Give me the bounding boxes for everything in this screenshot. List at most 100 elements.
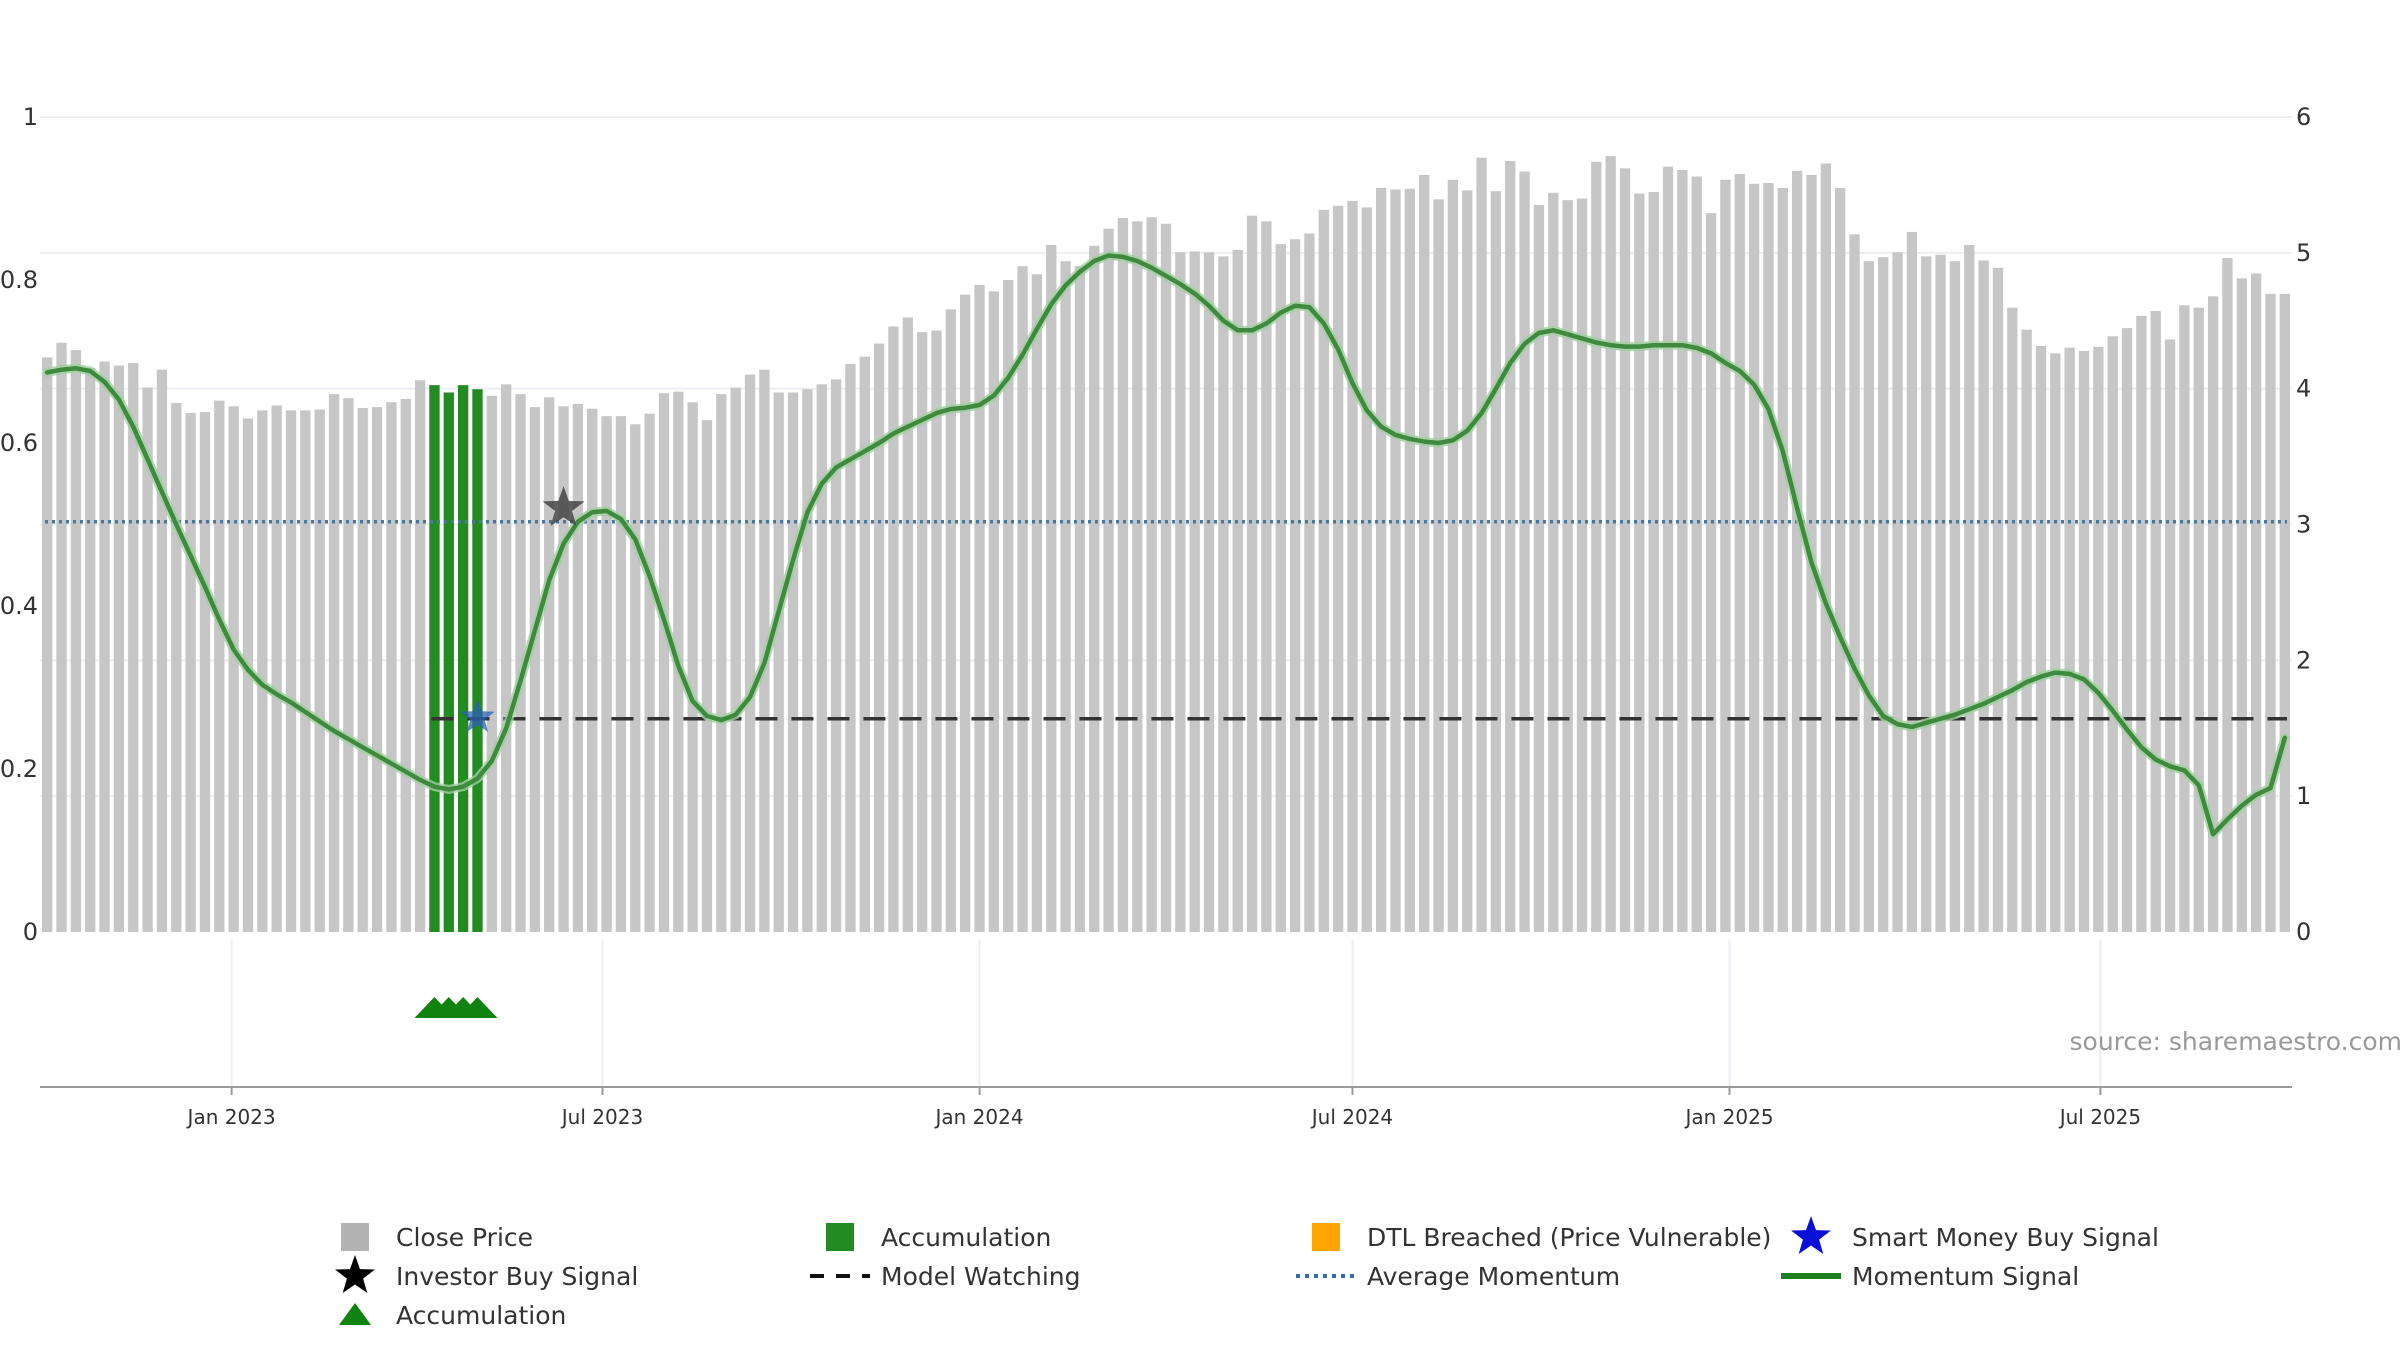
legend-label: DTL Breached (Price Vulnerable) [1367,1223,1771,1252]
price-bar [2107,336,2118,932]
price-bar [85,368,96,932]
price-bar [1419,174,1430,933]
right-tick-label: 5 [2296,239,2311,267]
price-bar [1849,234,1860,933]
price-bar [2136,315,2147,932]
price-bar [185,412,196,933]
price-bar [2035,346,2047,932]
price-bar [1505,161,1516,932]
price-bar [257,410,268,932]
price-bar [2007,307,2018,933]
price-bar [1232,249,1243,933]
price-bar [70,350,82,933]
price-bar [2179,305,2190,932]
price-bar [1820,163,1831,932]
price-bar [1361,207,1372,933]
price-bar [1433,199,1444,932]
price-bar [1060,261,1071,932]
price-bar [1003,280,1014,932]
legend-star-icon [335,1255,375,1293]
price-bar [1748,183,1760,932]
price-bar [1289,239,1301,932]
price-bar [1791,170,1803,933]
price-bar [1533,205,1545,932]
markers-layer [414,486,585,1018]
price-bar [830,379,842,932]
price-bar [1160,223,1172,932]
accumulation-triangle [457,997,498,1018]
price-bar [687,402,698,932]
price-bar [300,410,311,932]
price-bar [1246,215,1258,933]
price-bar [2236,278,2247,932]
legend-item: Accumulation [826,1223,1051,1252]
price-bar [1662,166,1674,933]
price-bar [2150,310,2161,933]
price-bar [1562,200,1573,932]
smart-money-buy-star [460,699,495,732]
left-tick-label: 0 [23,918,38,946]
price-bar [2222,257,2233,932]
legend-item: Momentum Signal [1781,1262,2079,1291]
price-bar [2064,347,2075,932]
price-bar [802,389,813,933]
price-bar [1878,257,1889,932]
price-bar [214,400,225,932]
price-bar [1978,260,1989,932]
price-bar [1390,189,1401,932]
right-tick-label: 3 [2296,511,2311,539]
price-bar [371,407,383,932]
price-bar [1046,244,1057,932]
price-bar [1705,213,1717,933]
price-bar [2050,353,2061,933]
price-bar [1691,176,1702,932]
legend-label: Close Price [396,1223,533,1252]
price-bar [1175,252,1186,933]
price-bar [974,284,985,932]
price-bar [1203,252,1215,933]
legend-label: Accumulation [881,1223,1051,1252]
price-bar [56,342,67,932]
price-bar [1462,190,1473,933]
price-bar [1576,198,1588,932]
price-bar [1634,193,1645,933]
price-bar [1261,221,1272,932]
price-bar [960,294,971,932]
legend-label: Momentum Signal [1852,1262,2079,1291]
momentum-signal-line [44,253,2288,837]
price-bar [1017,266,1028,932]
price-bar [988,291,1000,932]
right-tick-label: 1 [2296,782,2311,810]
price-bar [587,408,598,932]
legend-label: Accumulation [396,1301,566,1330]
price-bar [343,398,354,932]
price-bar [1892,252,1903,933]
price-bar [945,309,957,933]
price-bar [1189,251,1200,933]
price-bar [486,395,497,933]
price-bar [42,357,53,932]
legend-item: DTL Breached (Price Vulnerable) [1312,1223,1771,1252]
price-bar [1835,187,1846,932]
accumulation-bar [443,392,454,933]
price-bar [285,410,297,932]
x-tick-label: Jul 2023 [560,1105,643,1129]
price-bar [1347,200,1358,932]
price-bar [1476,157,1487,932]
price-bar [1949,261,1961,932]
x-tick-label: Jan 2024 [933,1105,1023,1129]
price-bar [501,384,512,932]
axes-layer: Jan 2023 Jul 2023 Jan 2024 Jul 2024 Jan 2025… [0,103,2311,1129]
price-bar [2078,350,2090,932]
price-bar [142,387,153,933]
price-bar [1619,168,1631,933]
legend-item: Model Watching [810,1262,1081,1291]
price-bar [816,384,827,932]
left-tick-label: 0.2 [0,755,38,783]
legend-label: Model Watching [881,1262,1081,1291]
price-bar [99,361,110,932]
legend-item: Average Momentum [1296,1262,1620,1291]
price-bar [1992,267,2004,932]
right-tick-label: 6 [2296,103,2311,131]
